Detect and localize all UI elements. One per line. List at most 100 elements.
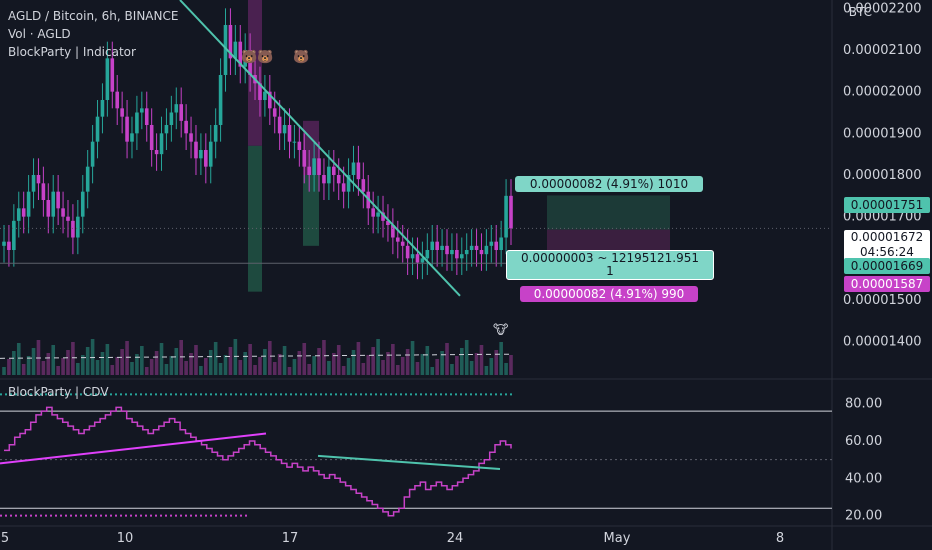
candle-body: [213, 125, 218, 142]
volume-bar: [243, 352, 247, 375]
volume-bar: [41, 361, 46, 375]
volume-bar: [61, 358, 65, 375]
price-tick-label: 0.00002200: [843, 1, 922, 16]
candle-body: [2, 241, 6, 246]
candle-body: [204, 150, 208, 167]
candle-body: [430, 241, 435, 250]
volume-bar: [509, 355, 513, 375]
candle-body: [154, 150, 159, 155]
position-profit-zone: [547, 195, 670, 230]
volume-bar: [248, 344, 252, 375]
candle-body: [16, 208, 21, 221]
volume-bar: [356, 342, 361, 375]
chart-legend: AGLD / Bitcoin, 6h, BINANCE Vol · AGLD B…: [8, 7, 178, 61]
volume-bar: [499, 342, 503, 375]
volume-ma-line: [0, 353, 513, 359]
candle-body: [484, 245, 489, 255]
candle-body: [110, 58, 115, 92]
volume-bar: [223, 355, 228, 375]
volume-bar: [415, 362, 420, 375]
loss-label[interactable]: 0.00000082 (4.91%) 990: [520, 286, 698, 302]
volume-bar: [110, 365, 115, 375]
volume-bar: [405, 349, 410, 375]
candle-body: [494, 241, 499, 250]
volume-bar: [504, 363, 508, 375]
volume-bar: [292, 359, 297, 375]
candle-body: [361, 179, 366, 192]
candle-body: [341, 183, 346, 192]
candle-body: [400, 241, 405, 246]
volume-bar: [71, 342, 75, 375]
candle-body: [194, 141, 198, 159]
candle-body: [51, 191, 56, 217]
candle-body: [189, 133, 193, 142]
candle-body: [120, 108, 124, 117]
volume-bar: [189, 353, 193, 375]
volume-bar: [258, 357, 262, 375]
price-tick-label: 0.00001800: [843, 168, 922, 183]
volume-bar: [80, 355, 85, 375]
time-tick-label: 24: [447, 531, 464, 546]
cdv-legend[interactable]: BlockParty | CDV: [8, 385, 109, 399]
indicator-legend[interactable]: BlockParty | Indicator: [8, 45, 136, 59]
candle-body: [455, 250, 459, 259]
cdv-tick-label: 20.00: [845, 509, 882, 524]
candle-body: [258, 83, 262, 100]
candle-body: [322, 175, 326, 184]
volume-bar: [272, 362, 277, 375]
time-tick-label: 5: [1, 531, 9, 546]
candle-body: [499, 237, 503, 250]
volume-bar: [317, 348, 321, 375]
candle-body: [90, 141, 95, 167]
volume-bar: [7, 359, 11, 375]
candle-body: [12, 220, 16, 250]
volume-bar: [2, 367, 6, 375]
volume-bar: [435, 359, 439, 375]
candle-body: [41, 183, 46, 200]
volume-bar: [312, 356, 316, 375]
candle-body: [80, 191, 85, 217]
volume-bar: [76, 363, 80, 375]
candle-body: [405, 245, 410, 259]
volume-bar: [26, 356, 31, 375]
candle-body: [149, 125, 154, 150]
time-tick-label: May: [604, 531, 631, 546]
candle-body: [248, 50, 252, 75]
candle-body: [415, 254, 420, 263]
volume-bar: [450, 364, 454, 375]
volume-bar: [445, 343, 449, 375]
stop-price-tag: 0.00001587: [844, 276, 930, 292]
candle-body: [479, 250, 484, 255]
volume-bar: [253, 365, 257, 375]
volume-bar: [376, 339, 380, 375]
candle-body: [459, 254, 464, 259]
volume-legend[interactable]: Vol · AGLD: [8, 27, 71, 41]
candle-body: [26, 191, 31, 217]
candle-body: [125, 116, 129, 142]
volume-bar: [21, 364, 26, 375]
volume-bar: [455, 356, 459, 375]
candle-body: [302, 150, 307, 167]
candle-body: [386, 220, 390, 225]
volume-bar: [395, 365, 400, 375]
volume-bar: [494, 350, 499, 375]
candle-body: [327, 166, 331, 184]
cdv-tick-label: 80.00: [845, 397, 882, 412]
symbol-title[interactable]: AGLD / Bitcoin, 6h, BINANCE: [8, 9, 179, 23]
candle-body: [277, 116, 282, 134]
candle-body: [46, 200, 51, 217]
volume-bar: [36, 340, 41, 375]
candle-body: [85, 166, 90, 192]
volume-bar: [228, 347, 233, 375]
indicator-zone-bear: [303, 120, 319, 175]
volume-bar: [459, 348, 464, 375]
candle-body: [164, 125, 169, 134]
candle-body: [184, 120, 188, 134]
volume-bar: [386, 352, 390, 375]
ratio-label[interactable]: 0.00000003 ~ 12195121.951 1: [506, 250, 714, 280]
profit-label[interactable]: 0.00000082 (4.91%) 1010: [515, 176, 703, 192]
candle-body: [76, 216, 80, 238]
candle-body: [71, 220, 75, 238]
